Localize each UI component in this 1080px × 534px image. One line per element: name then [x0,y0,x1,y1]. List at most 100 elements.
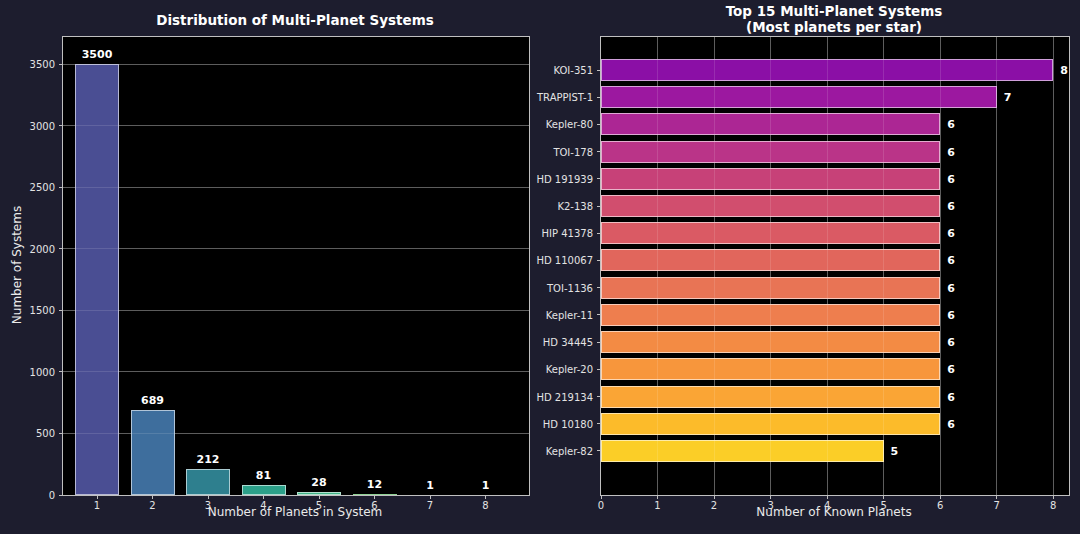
top15-chart-title: Top 15 Multi-Planet Systems (Most planet… [600,3,1068,35]
y-tick-mark [597,423,601,424]
gridline-x-overlay [827,37,828,495]
y-tick-label-star-name: Kepler-80 [546,119,593,130]
y-tick-label-star-name: K2-138 [557,201,593,212]
y-tick-mark [597,314,601,315]
y-tick-label: 0 [49,490,55,501]
y-tick-label: 3000 [30,120,55,131]
x-tick-mark [430,495,431,499]
bar-value-label: 6 [947,281,955,294]
distribution-chart-panel: Distribution of Multi-Planet Systems Num… [0,0,540,534]
x-tick-mark [657,495,658,499]
y-tick-mark [597,124,601,125]
y-tick-label: 1000 [30,366,55,377]
y-tick-label-star-name: HD 34445 [543,337,593,348]
y-tick-label-star-name: Kepler-20 [546,364,593,375]
x-tick-mark [208,495,209,499]
bar-value-label: 6 [947,254,955,267]
x-tick-mark [485,495,486,499]
y-tick-label-star-name: KOI-351 [553,65,593,76]
bar-value-label: 6 [947,200,955,213]
gridline-x-overlay [883,37,884,495]
distribution-y-axis-label: Number of Systems [10,206,24,324]
distribution-plot-area: 0500100015002000250030003500350016892212… [62,36,530,496]
y-tick-mark [59,433,63,434]
gridline-x-overlay [996,37,997,495]
y-tick-mark [59,371,63,372]
distribution-x-axis-label: Number of Planets in System [62,505,528,519]
gridline-y-overlay [63,187,529,188]
y-tick-mark [59,495,63,496]
bar-value-label: 3500 [82,48,113,61]
x-tick-mark [97,495,98,499]
bar-value-label: 81 [256,469,271,482]
y-tick-mark [59,125,63,126]
y-tick-label-star-name: HD 219134 [536,391,593,402]
x-tick-mark [770,495,771,499]
y-tick-label-star-name: Kepler-11 [546,309,593,320]
bar-value-label: 212 [197,453,220,466]
bar-value-label: 7 [1004,91,1012,104]
top15-x-axis-label: Number of Known Planets [600,505,1068,519]
x-tick-mark [827,495,828,499]
y-tick-label-star-name: TOI-178 [553,146,593,157]
x-tick-mark [374,495,375,499]
y-tick-label-star-name: HIP 41378 [542,228,594,239]
top15-plot-area: 012345678KOI-3518TRAPPIST-17Kepler-806TO… [600,36,1070,496]
y-tick-mark [597,396,601,397]
y-tick-mark [597,70,601,71]
top15-chart-panel: Top 15 Multi-Planet Systems (Most planet… [540,0,1080,534]
y-tick-mark [597,233,601,234]
top15-title-line2: (Most planets per star) [746,19,922,35]
bar-value-label: 8 [1060,64,1068,77]
y-tick-mark [597,369,601,370]
multi-planet-figure: Distribution of Multi-Planet Systems Num… [0,0,1080,534]
gridline-y-overlay [63,64,529,65]
y-tick-mark [59,187,63,188]
gridline-y-overlay [63,248,529,249]
bar-value-label: 1 [482,479,490,492]
x-tick-mark [714,495,715,499]
bar-value-label: 689 [141,394,164,407]
bar-1-planets [75,64,119,495]
y-tick-label-star-name: TRAPPIST-1 [537,92,593,103]
bar-value-label: 6 [947,363,955,376]
gridline-x-overlay [770,37,771,495]
y-tick-label-star-name: HD 10180 [543,418,593,429]
y-tick-mark [597,287,601,288]
bar-value-label: 6 [947,172,955,185]
x-tick-mark [883,495,884,499]
y-tick-mark [597,450,601,451]
bar-value-label: 28 [311,476,326,489]
gridline-y-overlay [63,371,529,372]
bar-value-label: 5 [891,444,899,457]
x-tick-mark [996,495,997,499]
bar-value-label: 6 [947,336,955,349]
y-tick-mark [597,206,601,207]
bar-4-planets [242,485,286,495]
gridline-y-overlay [63,433,529,434]
y-tick-mark [597,97,601,98]
y-tick-mark [59,248,63,249]
bar-value-label: 6 [947,308,955,321]
bar-value-label: 12 [367,478,382,491]
y-tick-label: 2000 [30,243,55,254]
bar-value-label: 6 [947,417,955,430]
y-tick-label: 500 [36,428,55,439]
x-tick-mark [263,495,264,499]
gridline-x-overlay [714,37,715,495]
y-tick-mark [59,310,63,311]
y-tick-mark [59,64,63,65]
x-tick-mark [319,495,320,499]
bar-value-label: 1 [426,479,434,492]
bar-3-planets [186,469,230,495]
bar-2-planets [131,410,175,495]
bar-kepler-82 [601,440,884,462]
y-tick-label-star-name: TOI-1136 [547,282,593,293]
y-tick-mark [597,178,601,179]
y-tick-label: 2500 [30,182,55,193]
y-tick-mark [597,260,601,261]
x-tick-mark [1053,495,1054,499]
bar-value-label: 6 [947,145,955,158]
x-tick-mark [940,495,941,499]
gridline-y-overlay [63,125,529,126]
